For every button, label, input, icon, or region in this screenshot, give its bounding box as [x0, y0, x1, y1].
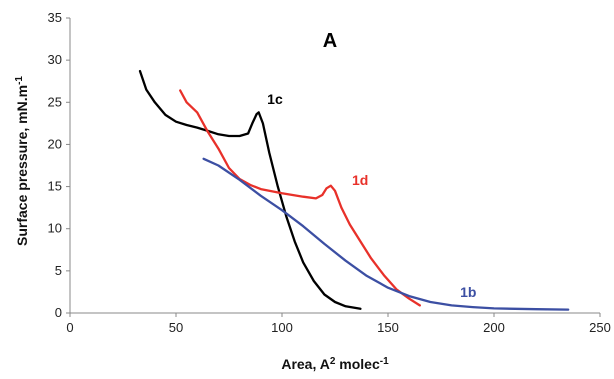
series-label-1b: 1b — [460, 284, 476, 300]
x-tick-label: 200 — [483, 320, 505, 335]
x-axis-title-text: Area, A — [281, 356, 330, 372]
y-axis-title-text: Surface pressure, mN.m — [14, 85, 30, 246]
y-tick-label: 25 — [48, 94, 62, 109]
x-axis-title-rest: molec — [335, 356, 380, 372]
x-axis-title-sup2: -1 — [380, 356, 389, 367]
series-line-1d — [179, 89, 421, 307]
series-label-1c: 1c — [267, 91, 283, 107]
panel-label: A — [323, 30, 337, 52]
series-label-1d: 1d — [352, 172, 368, 188]
x-axis-title: Area, A2 molec-1 — [281, 356, 389, 372]
x-tick-label: 50 — [169, 320, 183, 335]
series-labels: 1c 1d 1b — [267, 91, 476, 300]
x-tick-label: 150 — [377, 320, 399, 335]
series-group — [138, 69, 570, 311]
y-tick-label: 35 — [48, 10, 62, 25]
x-tick-label: 100 — [271, 320, 293, 335]
y-tick-label: 0 — [55, 305, 62, 320]
x-tick-label: 0 — [66, 320, 73, 335]
y-tick-label: 30 — [48, 52, 62, 67]
y-tick-label: 20 — [48, 136, 62, 151]
y-axis-title: Surface pressure, mN.m-1 — [14, 76, 30, 246]
series-line-1c — [138, 69, 362, 310]
axes: 0 5 10 15 20 25 30 35 0 50 100 150 200 250 — [48, 10, 611, 335]
y-tick-label: 10 — [48, 221, 62, 236]
y-tick-label: 15 — [48, 179, 62, 194]
x-tick-label: 250 — [589, 320, 611, 335]
series-line-1b — [202, 157, 570, 311]
x-axis-title-sup: 2 — [330, 356, 336, 367]
y-tick-label: 5 — [55, 263, 62, 278]
y-axis-title-sup: -1 — [14, 76, 25, 85]
